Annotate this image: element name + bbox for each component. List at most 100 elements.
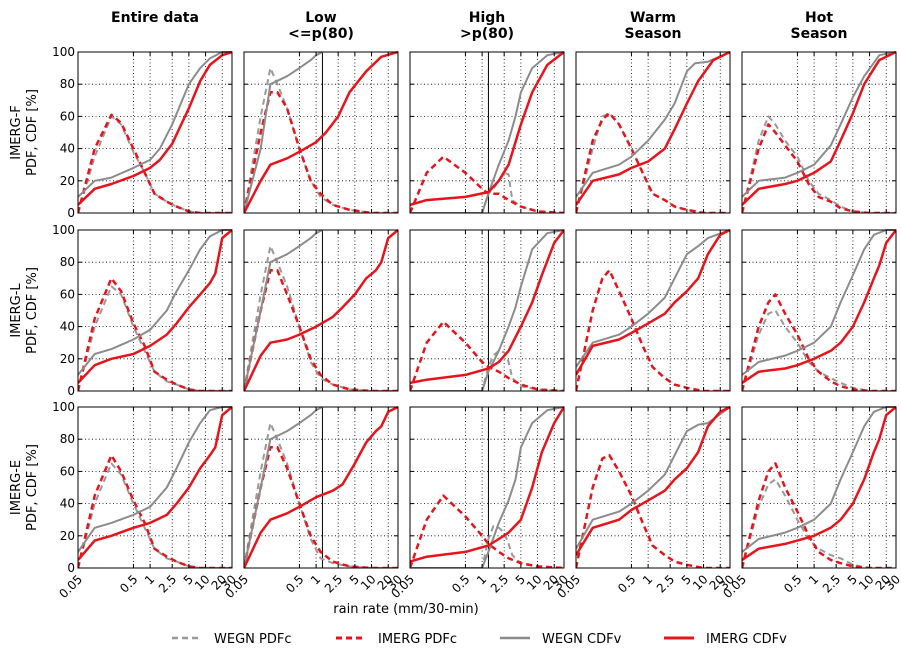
y-tick-label: 40	[60, 142, 75, 156]
series-imerg-cdfv	[576, 50, 730, 206]
row-label-2: IMERG-E	[9, 460, 24, 515]
series-wegn-cdfv	[410, 406, 564, 568]
y-tick-label: 20	[60, 529, 75, 543]
x-tick-label: 1	[806, 572, 821, 587]
x-tick-label: 0.5	[449, 572, 472, 595]
panel-frame	[243, 229, 399, 392]
y-tick-label: 0	[67, 561, 75, 575]
series-imerg-pdfc	[78, 113, 232, 213]
panel-frame	[575, 229, 731, 392]
panel-r1-c3	[575, 228, 731, 392]
x-tick-label: 0.5	[615, 572, 638, 595]
panel-r1-c2	[409, 229, 565, 392]
series-wegn-pdfc	[78, 462, 232, 568]
row-label-1: IMERG-L	[9, 283, 24, 338]
x-tick-label: 30	[882, 572, 901, 593]
panel-r0-c4	[741, 50, 897, 214]
y-tick-label: 60	[60, 109, 75, 123]
series-imerg-pdfc	[742, 293, 896, 391]
panel-frame	[409, 406, 565, 569]
series-imerg-cdfv	[244, 229, 398, 391]
legend-label-0: WEGN PDFc	[214, 632, 291, 647]
x-axis-label: rain rate (mm/30-min)	[333, 602, 478, 617]
y-tick-label: 100	[52, 223, 75, 237]
series-wegn-pdfc	[410, 525, 564, 568]
column-title-3: Warm	[630, 10, 676, 26]
series-imerg-pdfc	[78, 277, 232, 391]
series-imerg-cdfv	[742, 229, 896, 384]
column-title-0: Entire data	[111, 10, 199, 26]
series-imerg-pdfc	[576, 454, 730, 568]
series-wegn-pdfc	[78, 115, 232, 213]
series-imerg-pdfc	[410, 320, 564, 391]
panel-r0-c0: 0 20 40 60 80 100	[52, 45, 233, 220]
column-title-2: >p(80)	[460, 26, 514, 42]
series-wegn-cdfv	[244, 51, 323, 213]
series-imerg-cdfv	[78, 229, 232, 384]
series-wegn-cdfv	[78, 229, 232, 376]
panel-frame	[409, 51, 565, 214]
column-title-4: Season	[791, 26, 848, 42]
column-title-2: High	[469, 10, 506, 26]
series-imerg-cdfv	[742, 50, 896, 206]
series-wegn-cdfv	[576, 406, 730, 550]
series-imerg-pdfc	[576, 111, 730, 213]
panel-r1-c1	[243, 229, 399, 392]
series-imerg-cdfv	[244, 405, 398, 568]
x-tick-label: 2.5	[156, 572, 179, 595]
panel-frame	[77, 229, 233, 392]
series-wegn-pdfc	[244, 67, 398, 213]
x-tick-label: 1	[640, 572, 655, 587]
series-wegn-cdfv	[244, 406, 323, 568]
series-wegn-cdfv	[742, 406, 896, 553]
panel-frame	[243, 406, 399, 569]
panel-frame	[741, 406, 897, 569]
series-wegn-cdfv	[576, 229, 730, 368]
series-wegn-pdfc	[742, 478, 896, 568]
x-tick-label: 0.05	[56, 572, 85, 601]
x-tick-label: 2.5	[654, 572, 677, 595]
series-wegn-cdfv	[410, 51, 564, 213]
series-imerg-cdfv	[742, 406, 896, 562]
column-title-3: Season	[625, 26, 682, 42]
series-wegn-cdfv	[78, 51, 232, 198]
series-wegn-pdfc	[410, 349, 564, 391]
series-wegn-cdfv	[742, 51, 896, 198]
panel-r1-c4	[741, 229, 897, 392]
row-label-2: PDF, CDF [%]	[25, 444, 40, 531]
series-imerg-cdfv	[78, 50, 232, 206]
column-title-1: Low	[305, 10, 337, 26]
series-imerg-pdfc	[244, 269, 398, 391]
y-tick-label: 80	[60, 255, 75, 269]
y-tick-label: 80	[60, 432, 75, 446]
x-tick-label: 2.5	[488, 572, 511, 595]
series-imerg-pdfc	[244, 446, 398, 568]
y-tick-label: 20	[60, 174, 75, 188]
series-imerg-pdfc	[742, 123, 896, 213]
y-tick-label: 0	[67, 384, 75, 398]
panel-frame	[575, 406, 731, 569]
y-tick-label: 100	[52, 400, 75, 414]
series-wegn-pdfc	[576, 454, 730, 568]
row-label-0: PDF, CDF [%]	[25, 89, 40, 176]
row-label-0: IMERG-F	[9, 105, 24, 160]
series-imerg-cdfv	[410, 406, 564, 563]
y-tick-label: 100	[52, 45, 75, 59]
series-imerg-pdfc	[410, 494, 564, 568]
y-tick-label: 60	[60, 464, 75, 478]
column-title-1: <=p(80)	[288, 26, 354, 42]
panel-r0-c2	[409, 51, 565, 214]
series-imerg-cdfv	[244, 50, 398, 213]
x-tick-label: 0.5	[117, 572, 140, 595]
legend-label-1: IMERG PDFc	[378, 632, 457, 647]
x-tick-label: 1	[474, 572, 489, 587]
series-imerg-pdfc	[742, 462, 896, 568]
x-tick-label: 1	[308, 572, 323, 587]
series-imerg-pdfc	[78, 454, 232, 568]
x-tick-label: 0.5	[781, 572, 804, 595]
